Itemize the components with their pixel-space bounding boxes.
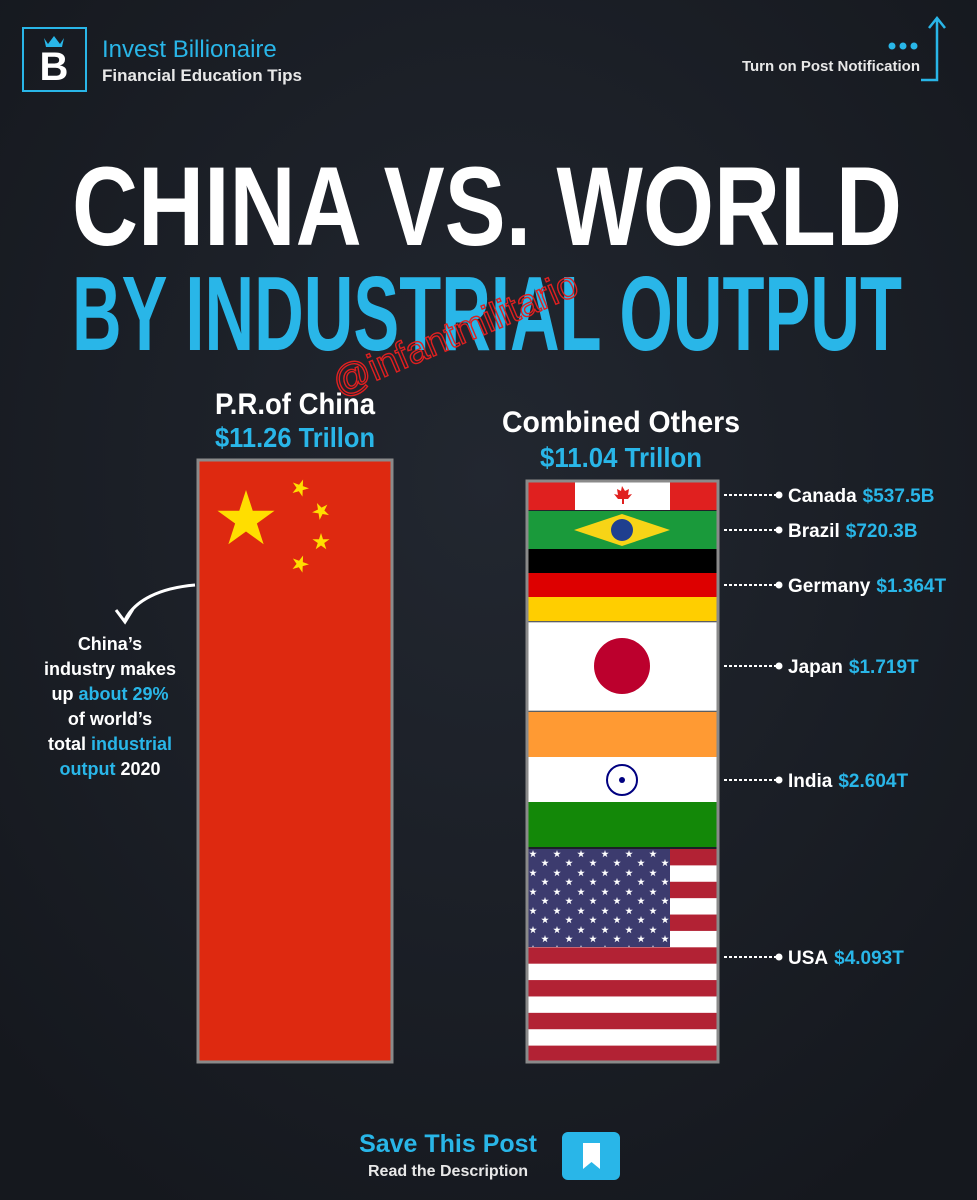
- country-value: $537.5B: [863, 486, 935, 507]
- note-segment: output: [59, 759, 115, 779]
- country-name: India: [788, 771, 833, 792]
- leader-dot: [775, 662, 783, 670]
- brand: Invest Billionaire: [102, 36, 277, 63]
- flag-brazil: [527, 511, 718, 549]
- note-line: industry makes: [44, 659, 176, 679]
- flag-germany: [527, 549, 718, 621]
- note-segment: up: [51, 684, 73, 704]
- flag-usa: [527, 849, 718, 1062]
- country-name: Japan: [788, 657, 843, 678]
- leader-dot: [775, 776, 783, 784]
- note-segment: total: [48, 734, 86, 754]
- note-segment: industry makes: [44, 659, 176, 679]
- note-line: China’s: [78, 634, 142, 654]
- others-label: Combined Others: [502, 406, 740, 439]
- country-labels: Canada $537.5B Brazil $720.3B Germany $1.364T…: [724, 486, 946, 969]
- title-line1: CHINA VS. WORLD: [72, 144, 902, 269]
- leader-dot: [775, 953, 783, 961]
- country-label: Germany $1.364T: [788, 576, 946, 597]
- flag-japan: [526, 621, 719, 712]
- china-label: P.R.of China: [215, 388, 375, 421]
- leader-dot: [775, 491, 783, 499]
- footer-sub: Read the Description: [368, 1163, 528, 1180]
- flag-canada: [527, 481, 718, 510]
- country-value: $1.719T: [849, 657, 919, 678]
- country-label: USA $4.093T: [788, 948, 904, 969]
- country-value: $720.3B: [846, 521, 918, 542]
- note-arrow: [114, 583, 196, 625]
- country-label: Brazil $720.3B: [788, 521, 918, 542]
- svg-text:B: B: [40, 45, 69, 89]
- country-value: $1.364T: [876, 576, 946, 597]
- others-frame: [525, 479, 720, 1064]
- notification-icon[interactable]: [888, 15, 946, 82]
- country-label: India $2.604T: [788, 771, 908, 792]
- note-line: output 2020: [59, 759, 160, 779]
- note-segment: China’s: [78, 634, 142, 654]
- bookmark-icon[interactable]: [562, 1132, 620, 1180]
- notification-text: Turn on Post Notification: [742, 58, 920, 75]
- country-name: Brazil: [788, 521, 840, 542]
- note-segment: industrial: [91, 734, 172, 754]
- footer-cta[interactable]: Save This Post: [359, 1130, 538, 1158]
- country-name: Germany: [788, 576, 871, 597]
- country-label: Japan $1.719T: [788, 657, 919, 678]
- note-line: total industrial: [48, 734, 172, 754]
- flag-india: [527, 712, 718, 847]
- country-label: Canada $537.5B: [788, 486, 934, 507]
- china-total: $11.26 Trillon: [215, 422, 375, 453]
- china-flag: [196, 458, 394, 1064]
- logo: B: [22, 27, 87, 92]
- note-line: up about 29%: [51, 684, 168, 704]
- leader-dot: [775, 581, 783, 589]
- country-value: $4.093T: [834, 948, 904, 969]
- others-total: $11.04 Trillon: [540, 442, 702, 473]
- country-name: Canada: [788, 486, 857, 507]
- note-segment: 2020: [120, 759, 160, 779]
- country-value: $2.604T: [838, 771, 908, 792]
- note: China’s industry makes up about 29% of world…: [44, 634, 176, 779]
- tagline: Financial Education Tips: [102, 66, 302, 85]
- note-segment: of world’s: [68, 709, 152, 729]
- note-line: of world’s: [68, 709, 152, 729]
- title-line2: BY INDUSTRIAL OUTPUT: [72, 255, 902, 373]
- leader-dot: [775, 526, 783, 534]
- country-name: USA: [788, 948, 828, 969]
- note-segment: about 29%: [78, 684, 168, 704]
